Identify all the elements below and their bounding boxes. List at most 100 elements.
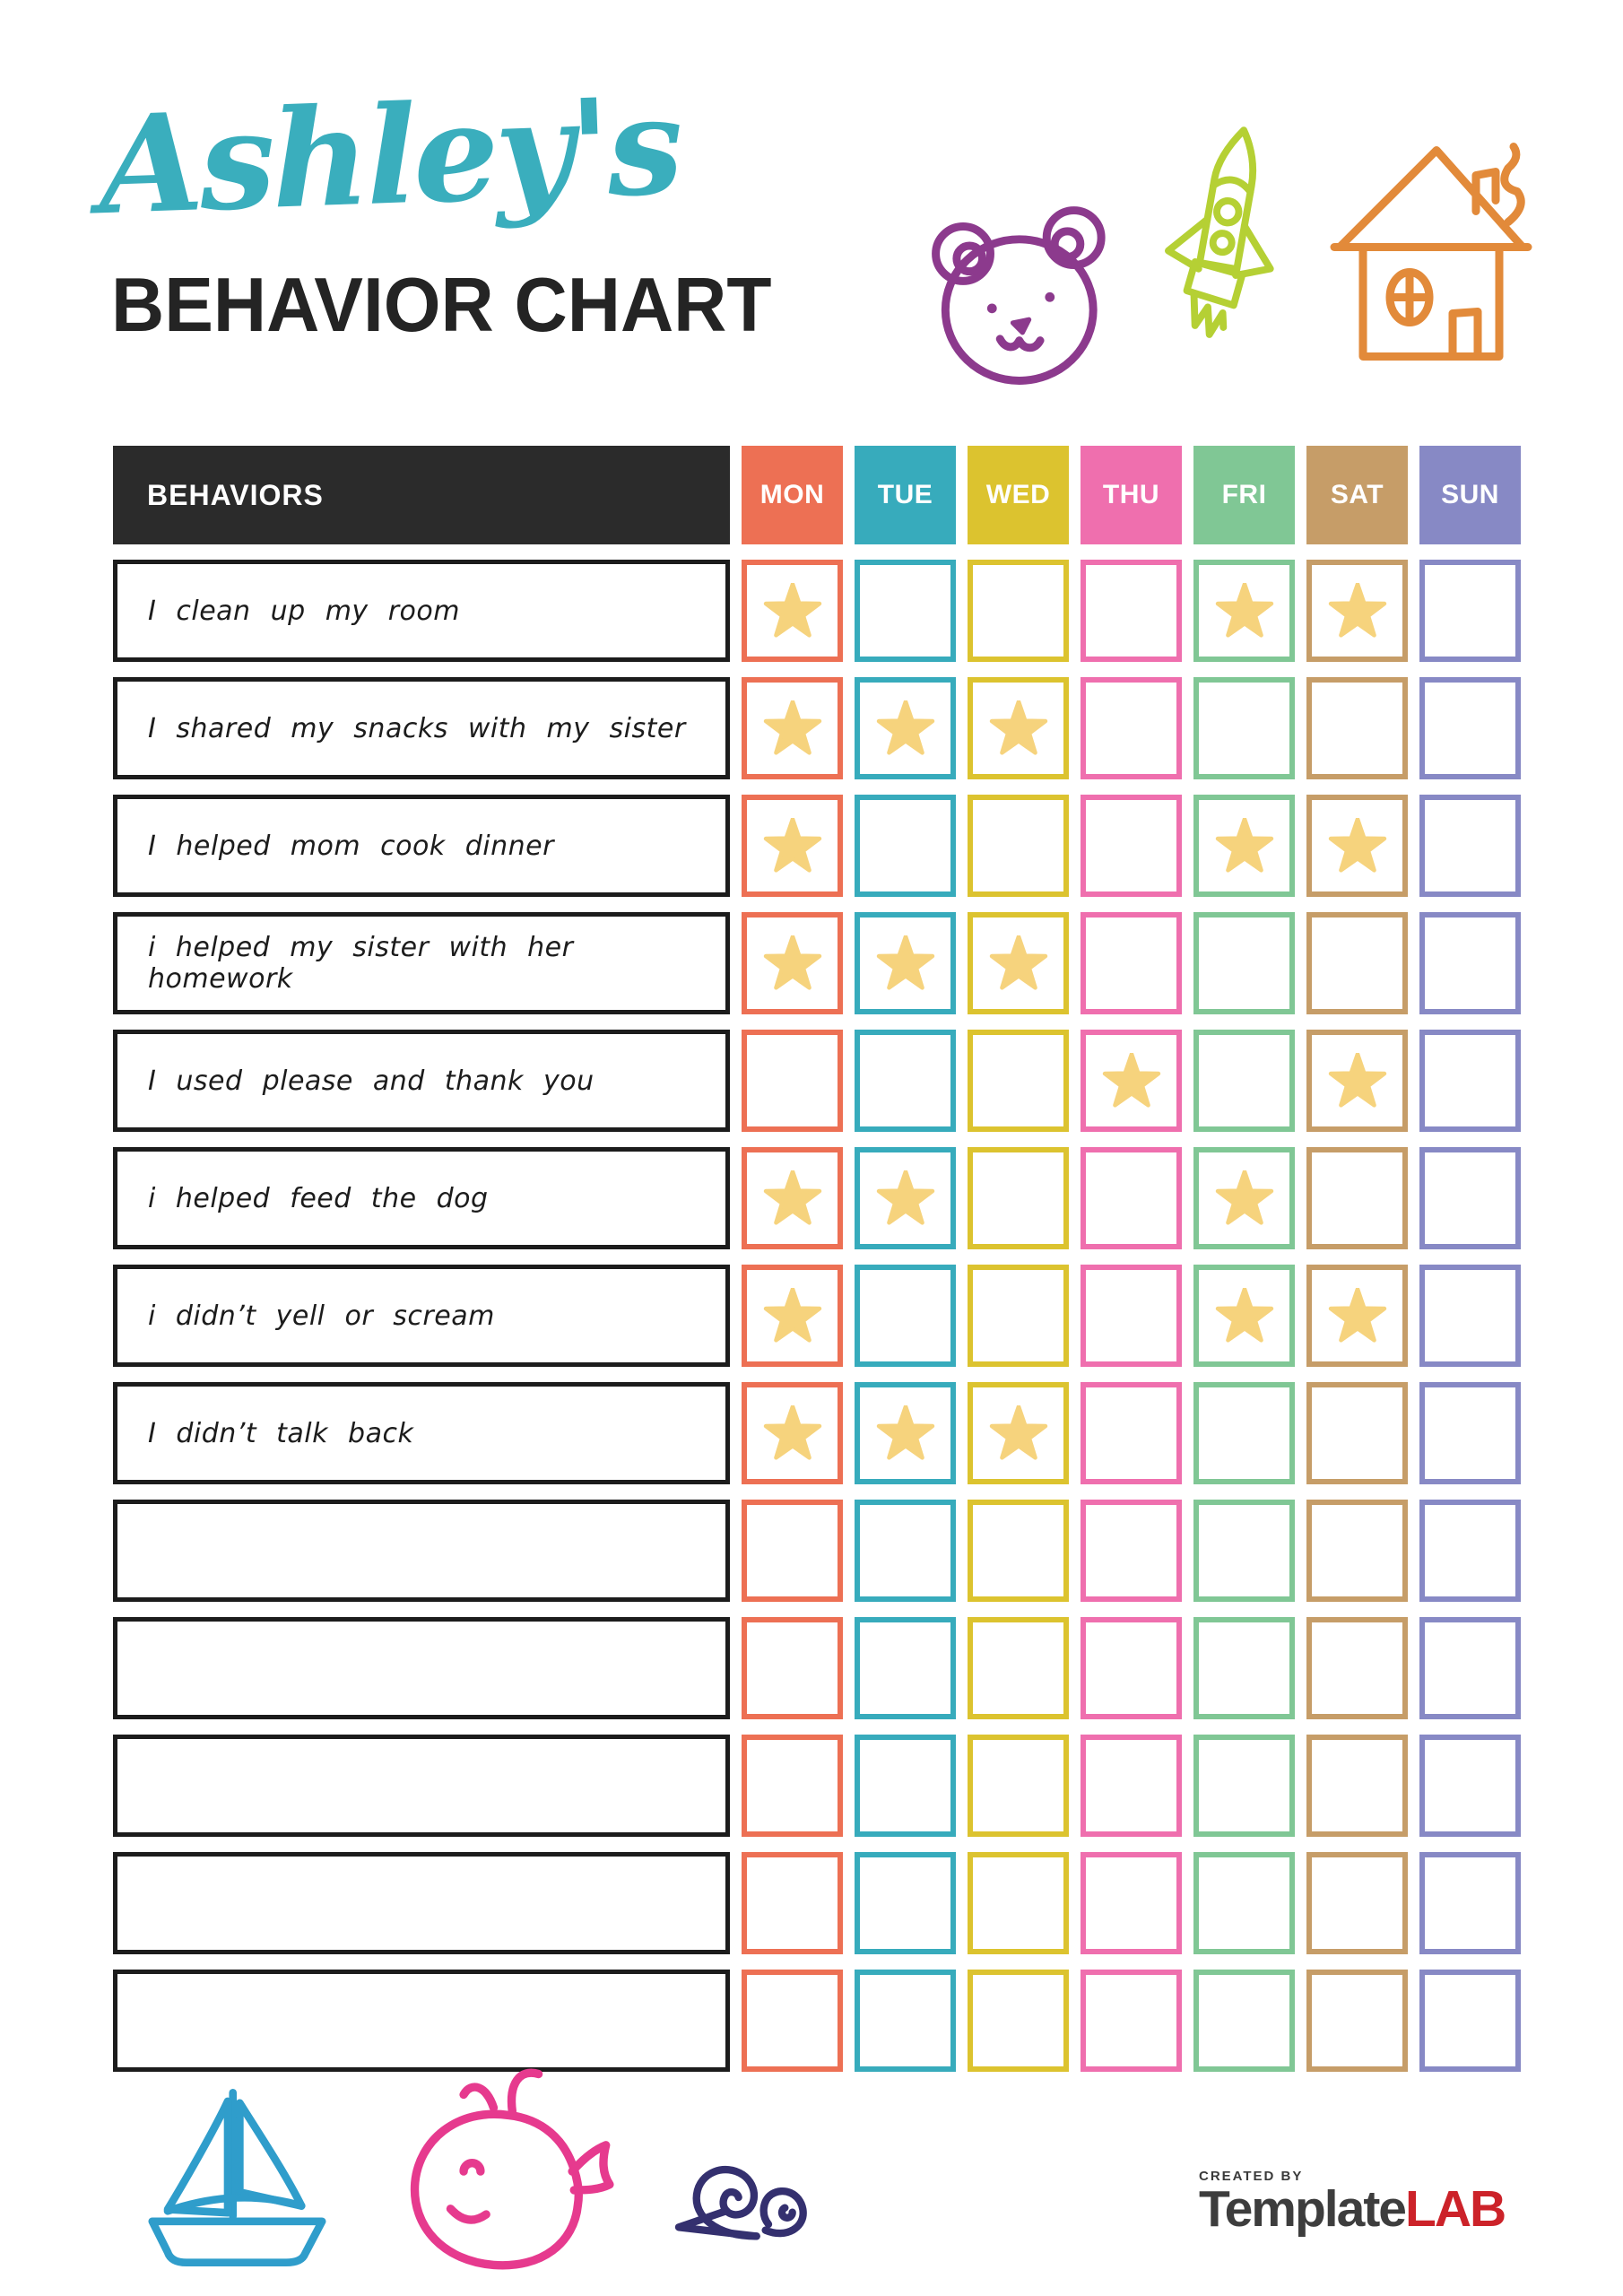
star-cell-r12-wed <box>968 1852 1069 1954</box>
star-cell-r9-tue <box>855 1500 956 1602</box>
behavior-row-label-12 <box>113 1852 730 1954</box>
star-cell-r7-sun <box>1419 1265 1521 1367</box>
behavior-row-label-11 <box>113 1735 730 1837</box>
star-cell-r4-wed <box>968 912 1069 1014</box>
behavior-row-label-7: i didn’t yell or scream <box>113 1265 730 1367</box>
star-cell-r10-wed <box>968 1617 1069 1719</box>
star-icon <box>1328 582 1386 638</box>
star-icon <box>1215 1170 1273 1225</box>
star-icon <box>763 700 821 755</box>
star-cell-r8-tue <box>855 1382 956 1484</box>
star-cell-r11-wed <box>968 1735 1069 1837</box>
star-cell-r5-sun <box>1419 1030 1521 1132</box>
star-icon <box>876 700 934 755</box>
star-cell-r9-sat <box>1306 1500 1408 1602</box>
house-icon <box>1325 121 1541 386</box>
star-cell-r4-thu <box>1081 912 1182 1014</box>
snail-icon <box>647 2135 863 2247</box>
star-cell-r6-sun <box>1419 1147 1521 1249</box>
star-cell-r6-fri <box>1193 1147 1295 1249</box>
star-cell-r12-tue <box>855 1852 956 1954</box>
star-cell-r6-tue <box>855 1147 956 1249</box>
star-icon <box>763 1170 821 1225</box>
star-cell-r3-sat <box>1306 795 1408 897</box>
star-icon <box>1328 1052 1386 1108</box>
star-cell-r2-sat <box>1306 677 1408 779</box>
star-cell-r11-sat <box>1306 1735 1408 1837</box>
star-cell-r8-thu <box>1081 1382 1182 1484</box>
star-cell-r7-tue <box>855 1265 956 1367</box>
star-cell-r8-wed <box>968 1382 1069 1484</box>
brand-name-lab: LAB <box>1405 2180 1506 2238</box>
star-cell-r5-fri <box>1193 1030 1295 1132</box>
star-cell-r7-thu <box>1081 1265 1182 1367</box>
brand-name-template: Template <box>1199 2180 1407 2238</box>
star-cell-r6-thu <box>1081 1147 1182 1249</box>
star-cell-r13-sat <box>1306 1970 1408 2072</box>
star-cell-r3-tue <box>855 795 956 897</box>
day-header-sat: SAT <box>1306 446 1408 544</box>
star-cell-r10-tue <box>855 1617 956 1719</box>
behavior-row-label-10 <box>113 1617 730 1719</box>
star-cell-r2-tue <box>855 677 956 779</box>
star-cell-r13-fri <box>1193 1970 1295 2072</box>
star-icon <box>876 1405 934 1460</box>
whale-icon <box>387 2063 622 2278</box>
day-header-thu: THU <box>1081 446 1182 544</box>
created-by-label: CREATED BY <box>1199 2169 1304 2184</box>
behavior-row-label-2: I shared my snacks with my sister <box>113 677 730 779</box>
star-cell-r11-thu <box>1081 1735 1182 1837</box>
star-cell-r9-fri <box>1193 1500 1295 1602</box>
behavior-row-label-4: i helped my sister with her homework <box>113 912 730 1014</box>
star-cell-r9-thu <box>1081 1500 1182 1602</box>
star-cell-r5-tue <box>855 1030 956 1132</box>
star-cell-r11-sun <box>1419 1735 1521 1837</box>
star-cell-r6-wed <box>968 1147 1069 1249</box>
star-cell-r11-mon <box>742 1735 843 1837</box>
star-cell-r4-tue <box>855 912 956 1014</box>
star-cell-r4-sun <box>1419 912 1521 1014</box>
star-cell-r1-fri <box>1193 560 1295 662</box>
behavior-row-label-6: i helped feed the dog <box>113 1147 730 1249</box>
sailboat-icon <box>136 2079 338 2276</box>
star-cell-r2-fri <box>1193 677 1295 779</box>
star-cell-r9-sun <box>1419 1500 1521 1602</box>
star-icon <box>763 935 821 990</box>
star-icon <box>763 817 821 873</box>
behavior-chart-table: BEHAVIORS MON TUE WED THU FRI SAT SUN I clean u… <box>113 446 1521 2072</box>
star-cell-r8-sun <box>1419 1382 1521 1484</box>
day-header-mon: MON <box>742 446 843 544</box>
star-icon <box>763 582 821 638</box>
star-cell-r3-mon <box>742 795 843 897</box>
behaviors-column-header: BEHAVIORS <box>113 446 730 544</box>
star-icon <box>989 935 1047 990</box>
star-cell-r7-wed <box>968 1265 1069 1367</box>
behavior-row-label-5: I used please and thank you <box>113 1030 730 1132</box>
star-cell-r9-wed <box>968 1500 1069 1602</box>
star-cell-r5-wed <box>968 1030 1069 1132</box>
behavior-row-label-13 <box>113 1970 730 2072</box>
star-cell-r4-sat <box>1306 912 1408 1014</box>
star-cell-r13-wed <box>968 1970 1069 2072</box>
star-cell-r10-mon <box>742 1617 843 1719</box>
star-cell-r7-fri <box>1193 1265 1295 1367</box>
star-cell-r13-tue <box>855 1970 956 2072</box>
star-cell-r12-sat <box>1306 1852 1408 1954</box>
star-cell-r1-sat <box>1306 560 1408 662</box>
behavior-row-label-9 <box>113 1500 730 1602</box>
star-cell-r13-sun <box>1419 1970 1521 2072</box>
star-cell-r8-fri <box>1193 1382 1295 1484</box>
star-cell-r11-tue <box>855 1735 956 1837</box>
star-cell-r2-wed <box>968 677 1069 779</box>
star-cell-r2-sun <box>1419 677 1521 779</box>
star-cell-r7-sat <box>1306 1265 1408 1367</box>
star-icon <box>763 1287 821 1343</box>
star-cell-r11-fri <box>1193 1735 1295 1837</box>
star-cell-r3-fri <box>1193 795 1295 897</box>
star-icon <box>1215 817 1273 873</box>
star-cell-r12-sun <box>1419 1852 1521 1954</box>
star-cell-r12-thu <box>1081 1852 1182 1954</box>
star-cell-r13-mon <box>742 1970 843 2072</box>
star-cell-r10-thu <box>1081 1617 1182 1719</box>
